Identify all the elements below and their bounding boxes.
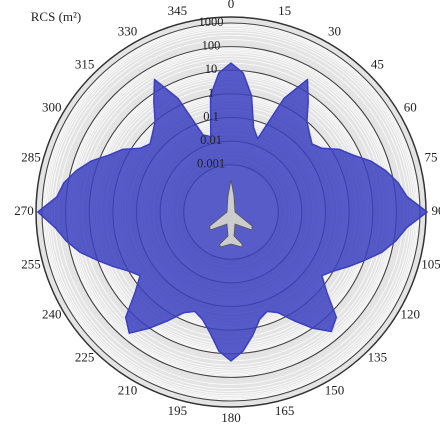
angle-tick-label: 315 [75,57,95,72]
angle-tick-label: 0 [228,0,235,11]
angle-tick-label: 345 [168,3,188,18]
angle-tick-label: 240 [42,306,62,321]
angle-tick-label: 105 [421,257,440,272]
angle-tick-label: 60 [404,99,417,114]
angle-tick-label: 165 [275,403,295,418]
angle-tick-label: 90 [432,203,440,218]
chart-title: RCS (m²) [31,9,82,24]
angle-tick-label: 75 [424,149,437,164]
angle-tick-label: 270 [14,203,34,218]
r-tick-label: 1000 [199,15,224,29]
angle-tick-label: 225 [75,349,95,364]
r-tick-label: 10 [205,62,218,76]
angle-tick-label: 285 [21,149,41,164]
angle-tick-label: 15 [278,3,291,18]
r-tick-label: 0.001 [197,157,225,171]
angle-tick-label: 45 [371,57,384,72]
aircraft-icon [209,179,253,248]
angle-tick-label: 150 [325,382,345,397]
angle-tick-label: 135 [368,349,388,364]
angle-tick-label: 255 [21,257,41,272]
r-tick-label: 0.1 [203,109,219,123]
angle-tick-label: 330 [118,24,138,39]
aircraft [209,179,253,248]
angle-tick-label: 210 [118,382,138,397]
angle-tick-label: 300 [42,99,62,114]
angle-tick-label: 195 [168,403,188,418]
labels: 0.001 0.01 0.1 1 10 100 1000 0 15 30 45 60 75 90 105 12… [14,0,440,424]
r-tick-label: 100 [202,39,221,53]
r-tick-label: 0.01 [200,133,222,147]
r-tick-label: 1 [208,86,214,100]
angle-tick-label: 30 [328,24,341,39]
angle-tick-label: 120 [401,306,421,321]
angle-tick-label: 180 [221,410,241,424]
